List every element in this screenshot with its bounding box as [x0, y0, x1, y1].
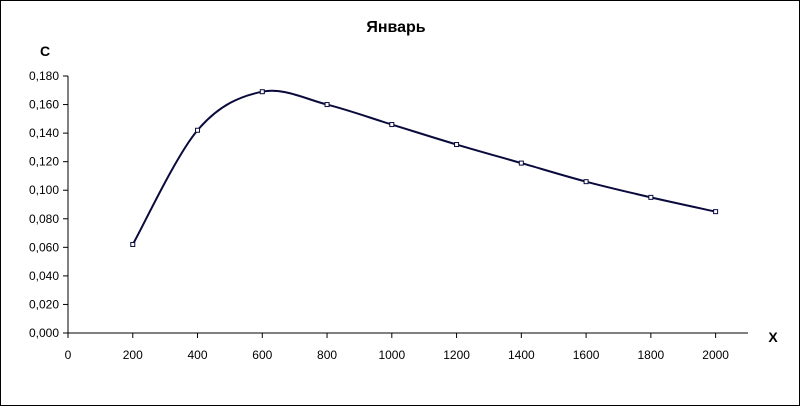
y-axis-title: C	[40, 43, 50, 59]
x-tick-label: 2000	[702, 348, 729, 362]
x-axis-title: X	[768, 329, 778, 345]
x-tick-label: 400	[188, 348, 208, 362]
series-markers	[130, 89, 719, 247]
y-axis-ticks: 0,000 0,020 0,040 0,060 0,080 0,100 0,120 0,140…	[29, 69, 68, 340]
y-tick-label: 0,100	[29, 183, 59, 197]
x-tick-label: 1600	[573, 348, 600, 362]
x-tick-label: 1200	[443, 348, 470, 362]
x-tick-label: 1800	[638, 348, 665, 362]
chart-frame: Январь C X 0,000 0,020 0,040 0,060 0,080 0,10…	[0, 0, 800, 406]
y-tick-label: 0,160	[29, 98, 59, 112]
data-point	[518, 160, 524, 166]
data-point	[130, 241, 136, 247]
y-tick-label: 0,140	[29, 126, 59, 140]
data-point	[324, 102, 330, 108]
y-tick-label: 0,000	[29, 326, 59, 340]
data-point	[389, 122, 395, 128]
x-tick-label: 1000	[378, 348, 405, 362]
data-point	[648, 194, 654, 200]
data-point	[713, 209, 719, 215]
y-tick-label: 0,080	[29, 212, 59, 226]
x-tick-label: 0	[65, 348, 72, 362]
x-tick-label: 200	[123, 348, 143, 362]
series-line	[131, 89, 716, 245]
chart-title: Январь	[366, 19, 425, 36]
data-point	[259, 89, 265, 95]
data-point	[195, 127, 201, 133]
y-tick-label: 0,020	[29, 297, 59, 311]
x-tick-label: 800	[317, 348, 337, 362]
x-axis-ticks: 0 200 400 600 800 1000 1200 1400 1600 1800 2000	[65, 333, 729, 362]
line-chart: Январь C X 0,000 0,020 0,040 0,060 0,080 0,10…	[29, 19, 778, 362]
y-tick-label: 0,120	[29, 155, 59, 169]
y-tick-label: 0,180	[29, 69, 59, 83]
x-tick-label: 1400	[508, 348, 535, 362]
x-tick-label: 600	[252, 348, 272, 362]
y-tick-label: 0,060	[29, 240, 59, 254]
data-point	[583, 179, 589, 185]
y-tick-label: 0,040	[29, 269, 59, 283]
data-point	[454, 142, 460, 148]
